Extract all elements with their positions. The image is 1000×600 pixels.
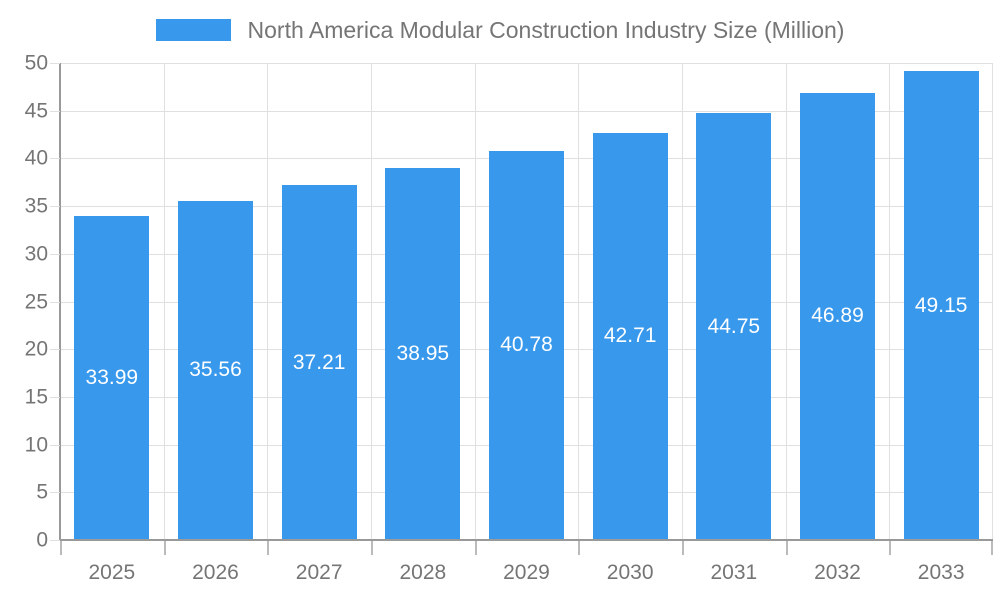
legend-swatch (155, 19, 231, 41)
x-axis-line (59, 539, 993, 541)
y-axis-tick-label: 40 (24, 146, 48, 170)
gridline-horizontal (60, 110, 993, 112)
y-tick (50, 349, 60, 351)
x-axis-tick-label: 2028 (399, 561, 447, 584)
gridline-vertical (682, 63, 683, 540)
bar[interactable]: 46.89 (800, 92, 875, 540)
bar[interactable]: 40.78 (489, 150, 564, 540)
legend-label: North America Modular Construction Indus… (247, 16, 845, 43)
gridline-vertical (475, 63, 476, 540)
y-axis-tick-label: 15 (24, 385, 48, 409)
bar-value-label: 33.99 (85, 365, 139, 389)
y-tick (50, 63, 60, 64)
gridline-vertical (889, 63, 890, 540)
y-axis-tick-label: 5 (36, 480, 48, 504)
y-tick (50, 253, 60, 255)
y-axis-tick-label: 20 (24, 337, 48, 361)
x-tick (786, 541, 788, 555)
x-axis-tick-label: 2027 (295, 561, 343, 584)
gridline-vertical (578, 63, 579, 540)
x-tick (889, 541, 891, 555)
x-axis-tick-label: 2031 (710, 561, 758, 584)
gridline-vertical (786, 63, 787, 540)
gridline-vertical (267, 63, 268, 540)
y-tick (50, 540, 60, 541)
bar-value-label: 44.75 (707, 314, 761, 338)
y-tick (50, 206, 60, 208)
gridline-vertical (371, 63, 372, 540)
legend[interactable]: North America Modular Construction Indus… (0, 16, 1000, 44)
bar[interactable]: 42.71 (592, 132, 668, 540)
gridline-vertical (992, 63, 993, 540)
y-axis-tick-label: 25 (24, 290, 48, 313)
x-axis-tick-label: 2033 (917, 561, 965, 584)
y-axis-tick-label: 0 (36, 528, 48, 552)
bar-value-label: 46.89 (811, 304, 864, 328)
x-tick (60, 541, 62, 555)
bar-value-label: 37.21 (292, 350, 346, 374)
y-axis-tick-label: 10 (24, 433, 48, 457)
bar[interactable]: 33.99 (74, 215, 150, 540)
x-axis-tick-label: 2030 (606, 561, 654, 584)
bar-value-label: 35.56 (189, 358, 242, 382)
y-tick (50, 492, 60, 494)
y-tick (50, 110, 60, 112)
y-axis-tick-label: 30 (24, 242, 48, 266)
x-tick (578, 541, 580, 555)
bar[interactable]: 49.15 (903, 71, 979, 540)
x-tick (991, 541, 993, 555)
bar[interactable]: 37.21 (281, 185, 357, 540)
bar[interactable]: 38.95 (385, 168, 461, 540)
y-tick (50, 158, 60, 160)
x-axis-tick-label: 2032 (814, 561, 861, 584)
bar-value-label: 42.71 (603, 324, 657, 348)
y-tick (50, 301, 60, 303)
bar-value-label: 49.15 (914, 293, 968, 317)
x-axis-tick-label: 2026 (192, 561, 239, 584)
x-tick (371, 541, 373, 555)
y-axis-tick-label: 50 (24, 51, 48, 75)
x-tick (475, 541, 477, 555)
x-tick (164, 541, 166, 555)
bar[interactable]: 35.56 (178, 200, 253, 540)
y-axis-tick-label: 35 (24, 194, 48, 218)
x-axis-tick-label: 2025 (88, 561, 136, 584)
y-axis-tick-label: 45 (24, 99, 48, 123)
gridline-horizontal (60, 63, 993, 64)
y-tick (50, 396, 60, 398)
x-tick (682, 541, 684, 555)
y-tick (50, 444, 60, 446)
bar-value-label: 40.78 (500, 333, 553, 357)
y-axis-line (59, 63, 61, 541)
x-tick (267, 541, 269, 555)
plot-area: 33.99 35.56 37.21 38.95 40.78 42.71 44.75 46.89… (60, 63, 993, 540)
bar[interactable]: 44.75 (696, 113, 772, 540)
bar-value-label: 38.95 (396, 342, 450, 366)
gridline-vertical (164, 63, 165, 540)
x-axis-tick-label: 2029 (503, 561, 550, 584)
